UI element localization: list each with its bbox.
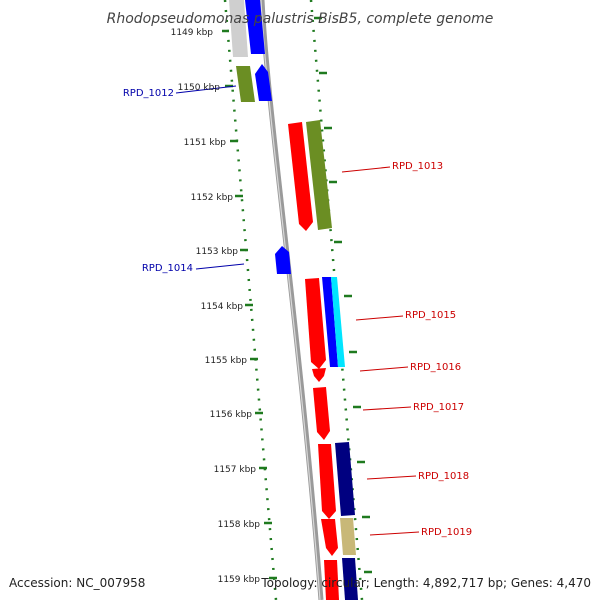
gene-leader-lines xyxy=(175,85,420,536)
gene-feature-rpd1016 xyxy=(312,368,326,382)
gene-label-rpd1018[interactable]: RPD_1018 xyxy=(418,471,469,482)
kbp-label: 1154 kbp xyxy=(201,302,244,312)
kbp-label: 1153 kbp xyxy=(196,247,239,257)
kbp-label: 1159 kbp xyxy=(218,575,261,585)
gene-feature-rpd1019 xyxy=(340,518,356,555)
gene-feature-grey-top xyxy=(229,0,248,57)
gene-label-rpd1019[interactable]: RPD_1019 xyxy=(421,527,472,538)
kbp-label: 1158 kbp xyxy=(218,520,261,530)
genome-backbone-highlight xyxy=(260,0,321,600)
inner-dotted-ring xyxy=(223,0,278,600)
gene-label-rpd1012[interactable]: RPD_1012 xyxy=(123,88,174,99)
outer-major-ticks xyxy=(314,16,372,574)
accession-label: Accession: NC_007958 xyxy=(9,576,145,590)
gene-feature-navy-bottom xyxy=(342,558,358,600)
reverse-strand-genes xyxy=(288,120,358,600)
genome-backbone xyxy=(259,0,324,600)
gene-feature-red-bottom xyxy=(324,560,339,600)
gene-labels: RPD_1012 RPD_1013 RPD_1014 RPD_1015 RPD_… xyxy=(123,88,472,538)
gene-feature-rpd1015-cyan xyxy=(331,277,345,367)
kbp-label: 1157 kbp xyxy=(214,465,257,475)
gene-feature-rpd1018-navy xyxy=(335,442,355,516)
gene-label-rpd1016[interactable]: RPD_1016 xyxy=(410,362,461,373)
kbp-label: 1152 kbp xyxy=(191,193,234,203)
gene-label-rpd1014[interactable]: RPD_1014 xyxy=(142,263,193,274)
gene-label-rpd1015[interactable]: RPD_1015 xyxy=(405,310,456,321)
gene-feature-rpd1017 xyxy=(313,387,330,440)
kbp-label: 1155 kbp xyxy=(205,356,248,366)
gene-feature-rpd1018-red xyxy=(318,444,336,519)
gene-feature-rpd1019-red xyxy=(321,519,338,556)
gene-label-rpd1013[interactable]: RPD_1013 xyxy=(392,161,443,172)
kbp-label: 1156 kbp xyxy=(210,410,253,420)
kbp-labels: 1149 kbp 1150 kbp 1151 kbp 1152 kbp 1153… xyxy=(171,28,261,585)
gene-feature-rpd1013 xyxy=(306,120,332,230)
gene-label-rpd1017[interactable]: RPD_1017 xyxy=(413,402,464,413)
kbp-label: 1150 kbp xyxy=(178,83,221,93)
genome-title: Rhodopseudomonas palustris BisB5, comple… xyxy=(107,11,494,27)
gene-feature-rpd1015-red xyxy=(305,278,326,369)
inner-major-ticks xyxy=(222,29,277,580)
gene-feature-rpd1012 xyxy=(255,64,272,101)
gene-feature-rpd1015-blue xyxy=(322,277,338,367)
gene-feature-red-1013 xyxy=(288,122,313,231)
gene-feature-blue-top xyxy=(245,0,265,54)
gene-feature-olive-1012a xyxy=(236,66,255,102)
kbp-label: 1151 kbp xyxy=(184,138,227,148)
forward-strand-genes xyxy=(229,0,291,274)
topology-label: Topology: circular; Length: 4,892,717 bp… xyxy=(260,576,591,590)
kbp-label: 1149 kbp xyxy=(171,28,214,38)
gene-feature-rpd1014 xyxy=(275,246,291,274)
